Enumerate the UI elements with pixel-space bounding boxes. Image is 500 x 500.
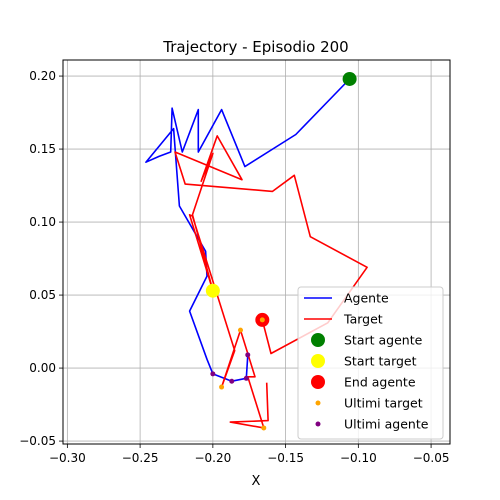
legend-label-target: Target [343,312,383,327]
agente-line [145,78,351,383]
legend-swatch-end-agente [311,375,325,389]
y-tick-label: −0.05 [19,434,56,448]
x-tick-label: −0.30 [49,451,86,465]
y-tick-label: 0.10 [29,215,56,229]
legend-label-ultimi-agente: Ultimi agente [344,417,429,432]
ultimi-target-point [237,327,243,333]
ultimi-agente-point [245,352,251,358]
chart-title: Trajectory - Episodio 200 [162,38,348,56]
plot-area [145,71,368,431]
x-tick-label: −0.25 [122,451,159,465]
x-axis-label: X [252,474,261,489]
legend-label-agente: Agente [344,291,389,306]
target-line [174,135,368,429]
ultimi-target-point [261,425,267,431]
y-tick-label: 0.15 [29,142,56,156]
axis-ticks: −0.30 −0.25 −0.20 −0.15 −0.10 −0.05 −0.05 0.00 0… [19,69,449,465]
ultimi-target-point [219,384,225,390]
legend-label-start-target: Start target [344,354,417,369]
start-target-point [205,283,220,298]
ultimi-agente-point [243,375,249,381]
legend-swatch-ultimi-target [315,400,321,406]
y-tick-label: 0.20 [29,69,56,83]
y-tick-label: 0.00 [29,361,56,375]
axes-frame [62,59,451,445]
y-tick-label: 0.05 [29,288,56,302]
legend-swatch-start-agente [311,333,325,347]
x-tick-label: −0.10 [340,451,377,465]
start-agente-point [342,71,357,86]
ultimi-agente-point [210,371,216,377]
legend-label-start-agente: Start agente [344,333,423,348]
legend-box [297,286,444,440]
legend-label-ultimi-target: Ultimi target [344,396,423,411]
legend-swatch-start-target [311,354,325,368]
legend-swatch-ultimi-agente [315,421,321,427]
x-tick-label: −0.20 [194,451,231,465]
x-tick-label: −0.05 [413,451,450,465]
legend-label-end-agente: End agente [344,375,416,390]
x-tick-label: −0.15 [267,451,304,465]
ultimi-target-point [259,317,265,323]
legend: Agente Target Start agente Start target End … [297,286,444,440]
ultimi-agente-point [229,378,235,384]
